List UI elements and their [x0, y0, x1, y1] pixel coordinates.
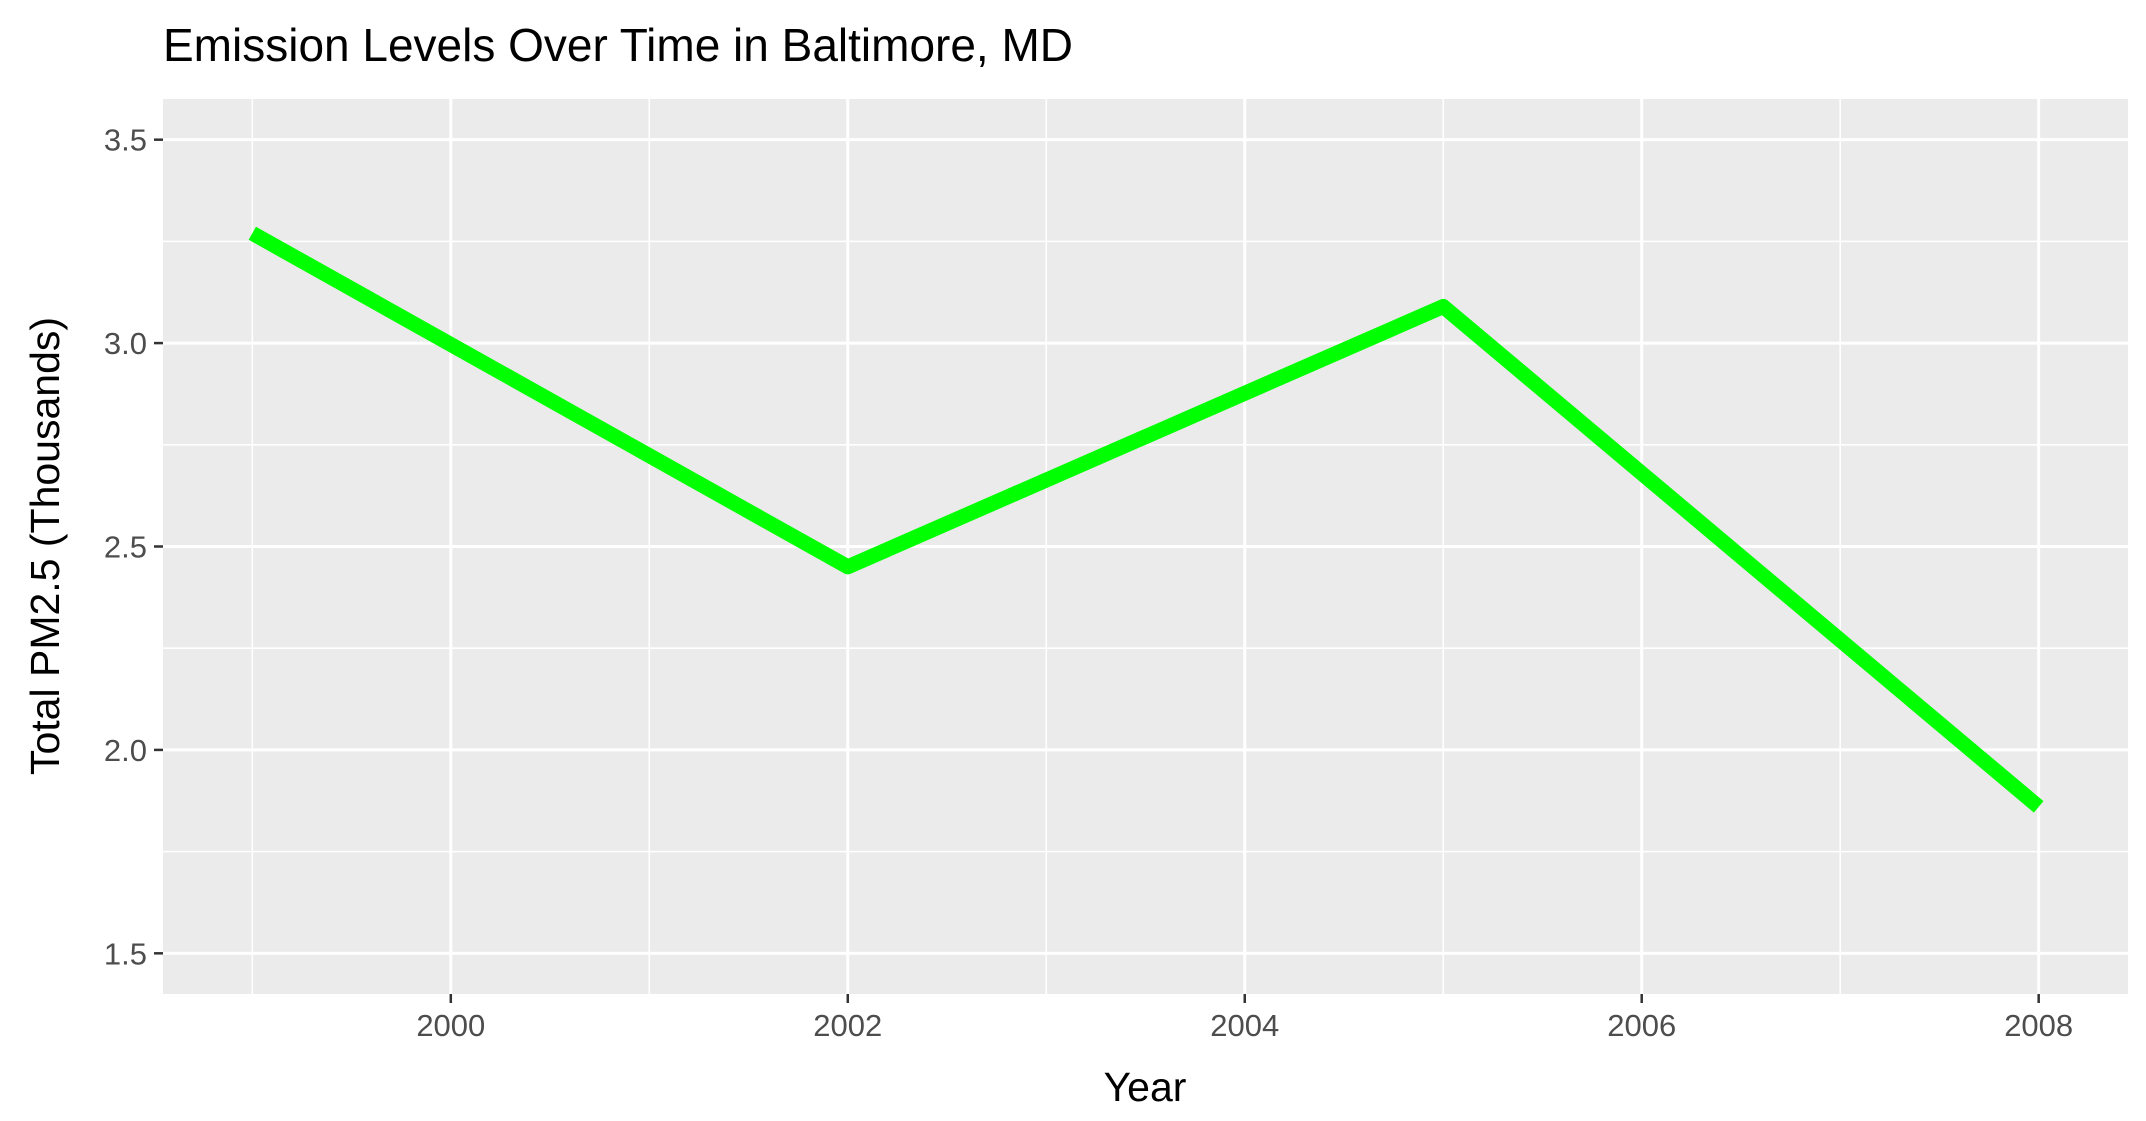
y-tick-label: 1.5 [104, 936, 147, 971]
y-tick-label: 3.5 [104, 123, 147, 158]
x-tick-label: 2000 [416, 1008, 485, 1043]
x-tick-label: 2004 [1210, 1008, 1279, 1043]
series-group [248, 226, 2044, 813]
x-axis-title: Year [1104, 1064, 1187, 1110]
gridlines [163, 99, 2128, 994]
x-tick-label: 2008 [2004, 1008, 2073, 1043]
axis-ticks [154, 138, 2040, 1003]
x-tick-label: 2006 [1607, 1008, 1676, 1043]
series-line [248, 226, 2044, 813]
chart-title: Emission Levels Over Time in Baltimore, … [163, 19, 1073, 71]
y-tick-label: 2.5 [104, 530, 147, 565]
x-tick-label: 2002 [813, 1008, 882, 1043]
y-tick-label: 3.0 [104, 326, 147, 361]
y-tick-label: 2.0 [104, 733, 147, 768]
y-axis-title: Total PM2.5 (Thousands) [22, 317, 68, 775]
tick-labels: 2000 2002 2004 2006 2008 1.5 2.0 2.5 3.0 3.5 [104, 123, 2073, 1043]
